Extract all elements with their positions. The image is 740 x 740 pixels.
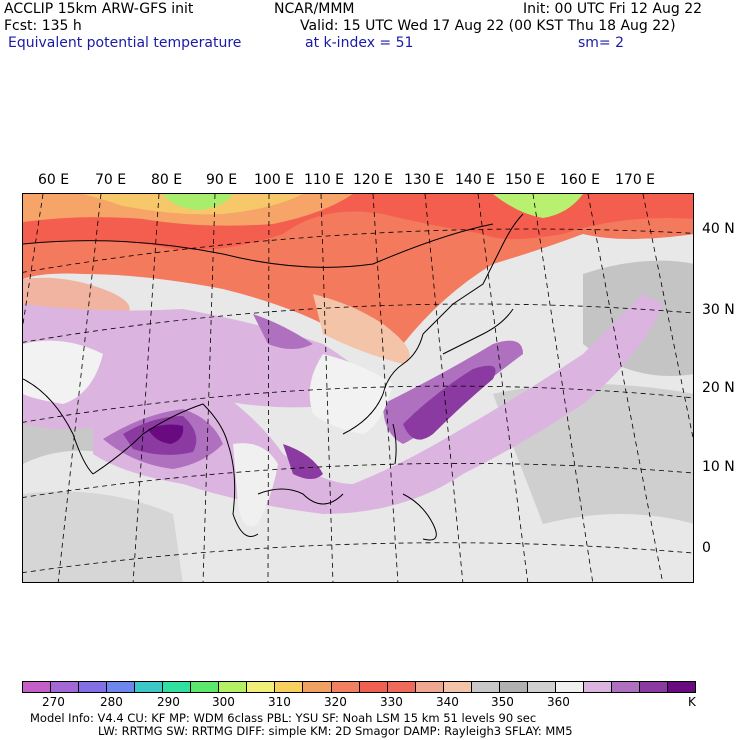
colorbar-swatch (387, 682, 416, 692)
colorbar-tick: 300 (212, 695, 235, 709)
lon-label: 140 E (455, 172, 496, 188)
colorbar-swatch (640, 682, 669, 692)
colorbar-swatch (471, 682, 500, 692)
lat-label: 20 N (702, 380, 735, 396)
colorbar-tick: 330 (380, 695, 403, 709)
colorbar-swatch (23, 682, 52, 692)
colorbar-swatch (499, 682, 528, 692)
colorbar-tick: 360 (547, 695, 570, 709)
organization: NCAR/MMM (274, 1, 355, 17)
variable-name: Equivalent potential temperature (8, 35, 242, 51)
colorbar-swatch (555, 682, 584, 692)
colorbar-swatch (107, 682, 136, 692)
colorbar-swatch (191, 682, 220, 692)
colorbar-tick: 290 (157, 695, 180, 709)
colorbar-swatch (303, 682, 332, 692)
forecast-hour: Fcst: 135 h (4, 18, 82, 34)
colorbar-swatch (275, 682, 304, 692)
colorbar-tick: 320 (324, 695, 347, 709)
lon-label: 150 E (505, 172, 546, 188)
lon-label: 110 E (304, 172, 345, 188)
colorbar-swatch (415, 682, 444, 692)
colorbar (22, 681, 696, 693)
theta-e-field (23, 194, 693, 582)
colorbar-swatch (527, 682, 556, 692)
colorbar-tick: 350 (491, 695, 514, 709)
lon-label: 90 E (206, 172, 238, 188)
lon-label: 60 E (38, 172, 70, 188)
model-info-line2: LW: RRTMG SW: RRTMG DIFF: simple KM: 2D … (98, 724, 573, 738)
colorbar-swatch (51, 682, 80, 692)
lon-label: 100 E (254, 172, 295, 188)
colorbar-swatch (135, 682, 164, 692)
lon-label: 80 E (151, 172, 183, 188)
colorbar-swatch (359, 682, 388, 692)
colorbar-swatch (163, 682, 192, 692)
model-title: ACCLIP 15km ARW-GFS init (4, 1, 194, 17)
colorbar-swatch (79, 682, 108, 692)
smoothing: sm= 2 (578, 35, 625, 51)
lat-label: 30 N (702, 302, 735, 318)
colorbar-swatch (219, 682, 248, 692)
lon-label: 70 E (95, 172, 127, 188)
lon-label: 170 E (615, 172, 656, 188)
colorbar-swatch (247, 682, 276, 692)
lat-label: 10 N (702, 459, 735, 475)
lat-label: 40 N (702, 221, 735, 237)
colorbar-swatch (668, 682, 696, 692)
colorbar-swatch (583, 682, 612, 692)
init-time: Init: 00 UTC Fri 12 Aug 22 (523, 1, 703, 17)
lon-label: 160 E (560, 172, 601, 188)
colorbar-tick: 270 (42, 695, 65, 709)
colorbar-swatch (443, 682, 472, 692)
lat-label: 0 (702, 540, 711, 556)
colorbar-unit: K (688, 695, 696, 709)
lon-label: 120 E (353, 172, 394, 188)
colorbar-tick: 310 (268, 695, 291, 709)
map-panel (22, 193, 694, 583)
valid-time: Valid: 15 UTC Wed 17 Aug 22 (00 KST Thu … (300, 18, 676, 34)
colorbar-swatch (611, 682, 641, 692)
colorbar-tick: 340 (436, 695, 459, 709)
model-info-line1: Model Info: V4.4 CU: KF MP: WDM 6class P… (30, 711, 537, 725)
lon-label: 130 E (404, 172, 445, 188)
level-index: at k-index = 51 (305, 35, 414, 51)
colorbar-swatch (331, 682, 360, 692)
colorbar-tick: 280 (100, 695, 123, 709)
